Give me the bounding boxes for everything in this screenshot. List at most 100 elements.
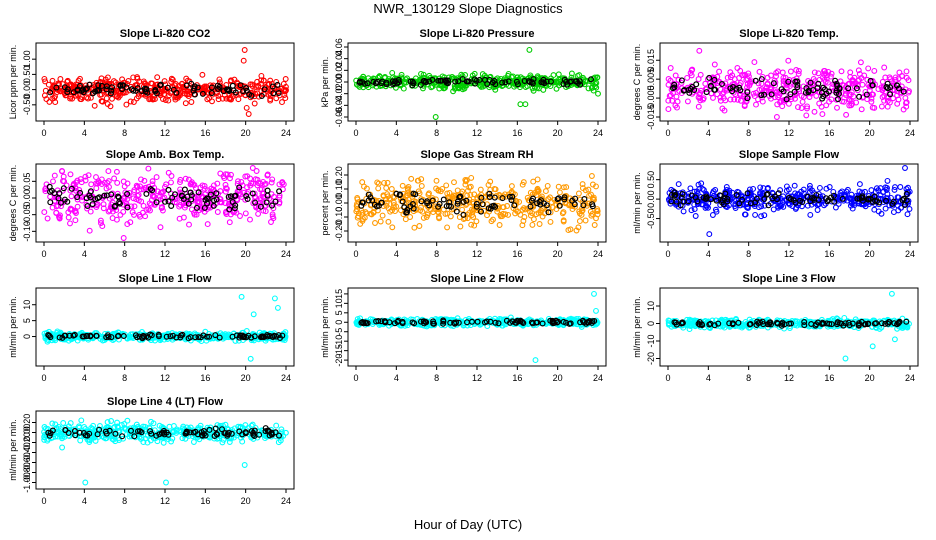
data-point [464, 187, 471, 194]
data-point [795, 70, 802, 77]
mean-point [768, 91, 775, 98]
mean-point [47, 199, 54, 206]
mean-point [443, 78, 450, 85]
x-tick-label: 24 [281, 373, 291, 383]
data-point [697, 95, 704, 102]
data-point [811, 69, 818, 76]
data-point [84, 205, 90, 212]
mean-point [258, 92, 265, 99]
data-point [710, 94, 716, 101]
data-point [244, 184, 250, 191]
data-point [517, 211, 524, 218]
y-tick-label: 0.00 [22, 189, 32, 207]
data-point [667, 77, 674, 84]
mean-point [199, 90, 206, 97]
data-point [93, 174, 99, 181]
data-point [827, 73, 834, 80]
mean-point [564, 81, 571, 88]
y-axis-label: ml/min per min. [8, 419, 18, 481]
x-tick-label: 24 [593, 373, 603, 383]
x-tick-label: 4 [82, 128, 87, 138]
mean-point [744, 95, 751, 102]
y-tick-label: -0.50 [646, 208, 656, 229]
data-point [172, 96, 179, 103]
data-point [868, 98, 875, 105]
data-point [838, 68, 845, 75]
mean-point [225, 193, 232, 200]
data-point [87, 208, 94, 215]
data-point [64, 78, 71, 85]
data-point [142, 213, 149, 220]
mean-point [147, 186, 154, 193]
data-point [253, 168, 260, 174]
mean-point [185, 200, 192, 207]
data-point [282, 95, 289, 102]
mean-point [210, 202, 217, 209]
data-point [582, 78, 589, 85]
data-point [109, 215, 116, 222]
y-tick-label: 0.50 [22, 66, 32, 84]
mean-point [502, 79, 509, 86]
data-point [113, 93, 120, 99]
data-point [276, 194, 283, 201]
data-point [237, 213, 243, 219]
data-point [389, 224, 396, 231]
data-point [140, 202, 147, 209]
x-tick-label: 0 [353, 249, 358, 259]
data-point [847, 69, 854, 76]
x-tick-label: 0 [665, 128, 670, 138]
x-tick-label: 24 [281, 249, 291, 259]
mean-point [168, 203, 175, 210]
data-point [440, 206, 447, 213]
data-point [127, 98, 134, 105]
data-point [260, 77, 267, 84]
mean-point [68, 185, 75, 192]
data-point [415, 188, 422, 195]
data-point [485, 181, 492, 188]
data-point [150, 193, 157, 200]
y-tick-label: -20 [646, 352, 656, 365]
data-point [724, 74, 731, 81]
data-point [823, 102, 830, 109]
data-point [161, 78, 168, 85]
x-tick-label: 12 [472, 249, 482, 259]
mean-point [162, 198, 169, 205]
data-point [892, 74, 899, 81]
data-point [665, 106, 672, 113]
data-point [898, 72, 905, 79]
outlier-point [526, 46, 533, 53]
mean-point [274, 81, 281, 88]
mean-point [787, 91, 794, 98]
data-point [216, 76, 223, 83]
data-point [757, 184, 764, 191]
x-tick-label: 16 [824, 373, 834, 383]
mean-point [706, 74, 713, 81]
panel-title: Slope Li-820 CO2 [120, 28, 210, 40]
mean-point [134, 85, 141, 92]
x-tick-label: 12 [160, 249, 170, 259]
data-point [868, 95, 875, 102]
data-point [490, 216, 496, 223]
x-tick-label: 20 [865, 249, 875, 259]
y-axis-label: kPa per min. [320, 57, 330, 108]
data-point [804, 103, 811, 110]
data-point [751, 93, 758, 100]
data-point [131, 211, 137, 218]
data-point [843, 111, 850, 118]
data-point [279, 99, 285, 106]
x-tick-label: 16 [512, 128, 522, 138]
y-axis-label: ml/min per min. [320, 296, 330, 358]
data-point [365, 84, 372, 91]
mean-point [157, 81, 164, 88]
mean-point [61, 84, 68, 91]
data-point [879, 94, 886, 101]
mean-point [373, 80, 380, 87]
y-axis-label: degrees C per min. [8, 165, 18, 242]
data-point [759, 98, 766, 105]
data-point [133, 196, 140, 203]
y-tick-label: 0.06 [334, 38, 344, 56]
data-point [721, 86, 728, 93]
data-point [163, 181, 170, 188]
